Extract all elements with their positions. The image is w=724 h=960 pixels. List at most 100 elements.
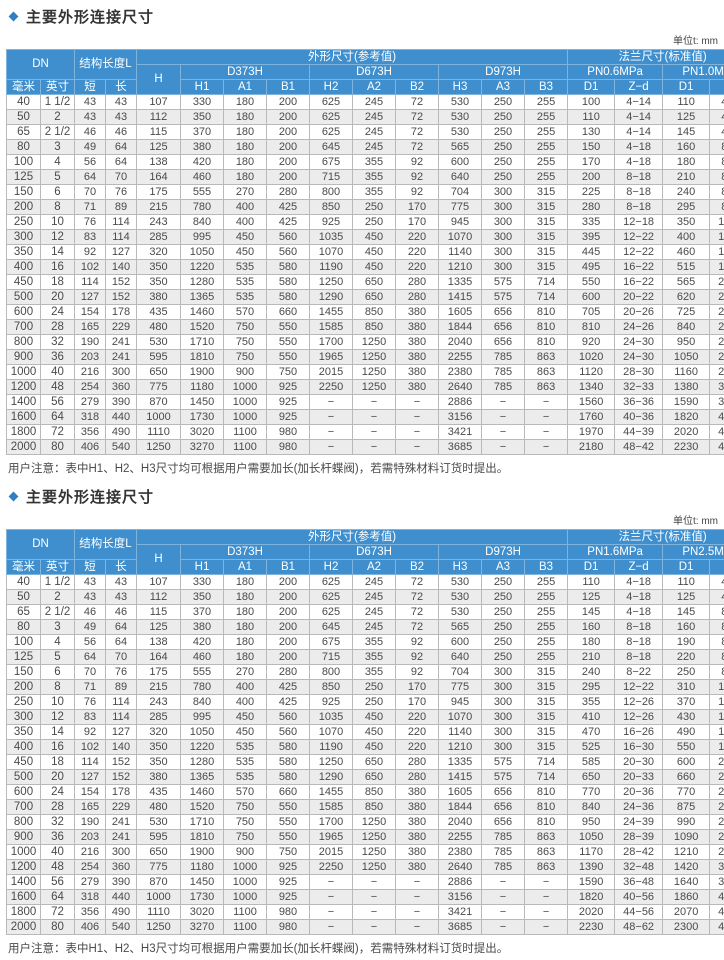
table-cell: 750: [224, 815, 267, 830]
table-cell: 785: [482, 845, 525, 860]
header-group-d673h: D673H: [310, 545, 439, 560]
table-cell: 785: [482, 350, 525, 365]
table-cell: 714: [525, 275, 568, 290]
table-cell: 1605: [439, 305, 482, 320]
table-cell: 241: [106, 335, 137, 350]
table-cell: 170: [396, 680, 439, 695]
table-cell: 127: [106, 725, 137, 740]
table-cell: 925: [267, 875, 310, 890]
table-cell: 750: [224, 335, 267, 350]
table-cell: 245: [353, 620, 396, 635]
table-cell: −: [310, 425, 353, 440]
table-cell: 250: [353, 695, 396, 710]
table-cell: 215: [137, 200, 181, 215]
table-cell: 625: [310, 125, 353, 140]
table-cell: 2230: [663, 440, 710, 455]
table-cell: 254: [75, 380, 106, 395]
table-cell: 1250: [353, 380, 396, 395]
cell-dn-mm: 1000: [7, 845, 41, 860]
header-row-sub: 毫米 英寸 短 长 H1 A1 B1 H2 A2 B2 H3 A3 B3 D1 …: [7, 560, 724, 575]
cell-dn-inch: 6: [41, 665, 75, 680]
table-cell: 645: [310, 140, 353, 155]
table-cell: 540: [106, 920, 137, 935]
table-cell: 180: [224, 590, 267, 605]
table-cell: 170: [396, 215, 439, 230]
table-cell: 170: [568, 155, 615, 170]
table-cell: 1000: [224, 875, 267, 890]
table-cell: 280: [568, 200, 615, 215]
table-cell: 525: [568, 740, 615, 755]
table-cell: 43: [75, 110, 106, 125]
header-group-d673h: D673H: [310, 65, 439, 80]
table-cell: 400: [224, 680, 267, 695]
cell-dn-mm: 80: [7, 140, 41, 155]
table-cell: 145: [663, 125, 710, 140]
table-cell: 300: [482, 725, 525, 740]
table-cell: 810: [525, 785, 568, 800]
table-cell: 180: [224, 620, 267, 635]
table-cell: 1455: [310, 305, 353, 320]
table-cell: 83: [75, 710, 106, 725]
table-cell: 1140: [439, 245, 482, 260]
cell-dn-mm: 125: [7, 650, 41, 665]
cell-dn-mm: 1400: [7, 875, 41, 890]
table-cell: 1190: [310, 260, 353, 275]
table-cell: 8−18: [615, 185, 663, 200]
table-cell: 4−18: [710, 110, 724, 125]
cell-dn-inch: 36: [41, 350, 75, 365]
cell-dn-inch: 32: [41, 815, 75, 830]
table-cell: 255: [525, 590, 568, 605]
table-cell: 36−62: [710, 875, 724, 890]
table-cell: 24−30: [710, 320, 724, 335]
header-sub-zd-b: Z−d: [710, 560, 724, 575]
table-cell: 1140: [439, 725, 482, 740]
cell-dn-mm: 1600: [7, 890, 41, 905]
table-cell: 1280: [181, 755, 224, 770]
table-cell: 4−14: [615, 110, 663, 125]
table-cell: 490: [106, 905, 137, 920]
table-cell: 56: [75, 635, 106, 650]
table-cell: 1180: [181, 860, 224, 875]
cell-dn-inch: 64: [41, 410, 75, 425]
table-cell: 470: [568, 725, 615, 740]
cell-dn-mm: 300: [7, 710, 41, 725]
table-cell: 180: [224, 95, 267, 110]
table-cell: 16−22: [710, 245, 724, 260]
table-cell: 200: [267, 590, 310, 605]
table-cell: 71: [75, 680, 106, 695]
table-cell: 400: [224, 200, 267, 215]
table-cell: 280: [396, 290, 439, 305]
cell-dn-inch: 56: [41, 395, 75, 410]
cell-dn-inch: 24: [41, 305, 75, 320]
table-cell: 750: [224, 320, 267, 335]
table-cell: 48−62: [615, 920, 663, 935]
table-cell: 245: [353, 95, 396, 110]
cell-dn-inch: 8: [41, 200, 75, 215]
table-cell: 200: [267, 575, 310, 590]
table-cell: 320: [137, 725, 181, 740]
table-cell: 600: [439, 155, 482, 170]
table-cell: 1220: [181, 260, 224, 275]
table-cell: 8−18: [615, 200, 663, 215]
table-cell: 164: [137, 170, 181, 185]
table-cell: 102: [75, 260, 106, 275]
table-cell: 250: [482, 605, 525, 620]
table-cell: 44−70: [710, 905, 724, 920]
table-cell: −: [525, 905, 568, 920]
table-cell: 480: [137, 800, 181, 815]
table-cell: 280: [267, 665, 310, 680]
table-cell: 425: [267, 680, 310, 695]
header-row-sub: 毫米 英寸 短 长 H1 A1 B1 H2 A2 B2 H3 A3 B3 D1 …: [7, 80, 724, 95]
table-cell: 1820: [568, 890, 615, 905]
table-cell: 335: [568, 215, 615, 230]
table-cell: 295: [568, 680, 615, 695]
table-cell: 875: [663, 800, 710, 815]
table-cell: 625: [310, 605, 353, 620]
table-cell: 16−36: [710, 740, 724, 755]
cell-dn-mm: 250: [7, 695, 41, 710]
table-cell: 1455: [310, 785, 353, 800]
table-cell: 1000: [224, 890, 267, 905]
